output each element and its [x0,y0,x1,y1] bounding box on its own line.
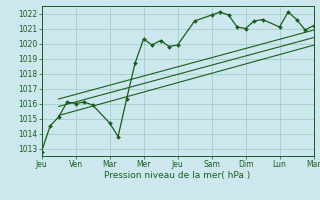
X-axis label: Pression niveau de la mer( hPa ): Pression niveau de la mer( hPa ) [104,171,251,180]
